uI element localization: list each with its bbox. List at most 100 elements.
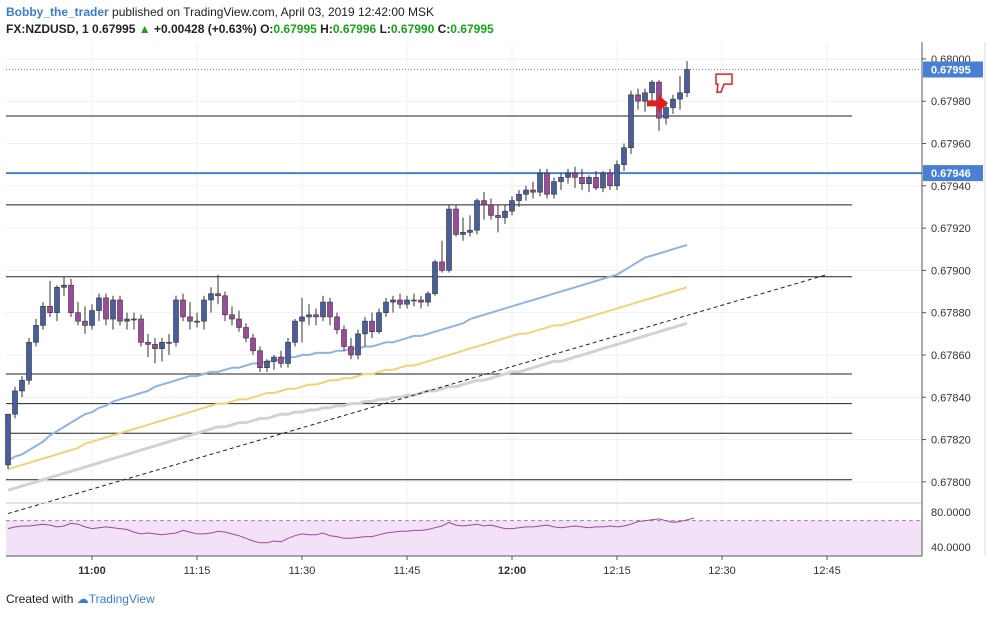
last-price-box xyxy=(923,61,983,78)
candle-body xyxy=(285,341,291,364)
candle-body xyxy=(628,94,634,149)
candle-body xyxy=(369,320,375,333)
candle-body xyxy=(292,320,298,343)
symbol-label: FX:NZDUSD, 1 xyxy=(6,22,89,36)
candle-body xyxy=(418,299,424,303)
candle-body xyxy=(194,320,200,323)
candle-body xyxy=(173,299,179,343)
low-value: 0.67990 xyxy=(390,22,435,36)
candle-body xyxy=(439,261,445,271)
candle-body xyxy=(40,306,46,326)
horizontal-levels xyxy=(6,68,922,481)
candle-body xyxy=(320,301,326,318)
rsi-tick-label: 80.0000 xyxy=(931,507,971,519)
candle-body xyxy=(124,318,130,322)
candle-body xyxy=(509,200,515,212)
ma-line-3 xyxy=(7,321,688,492)
candle-body xyxy=(5,413,11,466)
low-label: L: xyxy=(379,22,391,36)
support-price-label: 0.67946 xyxy=(931,168,971,180)
footer: Created with ☁TradingView xyxy=(6,592,155,606)
candle-body xyxy=(502,210,508,218)
x-tick-label: 12:45 xyxy=(813,565,841,577)
candle-body xyxy=(236,318,242,328)
candle-body xyxy=(68,284,74,313)
candle-body xyxy=(299,316,305,322)
candle-body xyxy=(138,318,144,343)
candle-body xyxy=(621,147,627,165)
candle-body xyxy=(341,329,347,347)
y-tick-label: 0.67920 xyxy=(931,223,971,235)
candle-body xyxy=(334,316,340,330)
candle-body xyxy=(684,69,690,94)
candle-body xyxy=(12,390,18,415)
y-tick-label: 0.67800 xyxy=(931,477,971,489)
candle-body xyxy=(75,312,81,322)
candle-body xyxy=(677,92,683,100)
thumbs-down-icon xyxy=(715,73,733,93)
tradingview-logo-icon: ☁ xyxy=(76,592,89,606)
price-change: +0.00428 (+0.63%) xyxy=(153,22,257,36)
annotations xyxy=(647,73,733,113)
candle-body xyxy=(306,314,312,318)
candle-body xyxy=(495,215,501,218)
candle-body xyxy=(362,320,368,335)
last-price-label: 0.67995 xyxy=(931,64,971,76)
candle-body xyxy=(103,297,109,320)
candle-body xyxy=(313,314,319,318)
y-tick-label: 0.67840 xyxy=(931,392,971,404)
candle-body xyxy=(250,337,256,352)
x-tick-label: 12:15 xyxy=(603,565,631,577)
candle-body xyxy=(383,301,389,313)
candle-body xyxy=(117,299,123,322)
candle-body xyxy=(544,172,550,195)
candle-body xyxy=(355,333,361,356)
y-tick-label: 0.67960 xyxy=(931,139,971,151)
rsi-tick-label: 40.0000 xyxy=(931,542,971,554)
candle-body xyxy=(460,232,466,235)
close-value: 0.67995 xyxy=(450,22,494,36)
x-tick-label: 11:15 xyxy=(184,565,211,577)
candle-body xyxy=(663,107,669,119)
axes: 0.680000.679800.679600.679400.679200.679… xyxy=(6,42,986,577)
chart-header: Bobby_the_trader published on TradingVie… xyxy=(6,4,494,38)
support-price-box xyxy=(923,165,983,182)
candle-body xyxy=(348,346,354,356)
published-text: published on TradingView.com, April 03, … xyxy=(108,5,435,19)
candle-body xyxy=(257,350,263,368)
candle-body xyxy=(565,172,571,178)
y-tick-label: 0.67980 xyxy=(931,96,971,108)
rsi-line xyxy=(7,517,695,544)
candle-body xyxy=(390,299,396,303)
candle-body xyxy=(82,320,88,326)
candle-body xyxy=(89,310,95,326)
candle-body xyxy=(215,293,221,297)
rsi-pane xyxy=(6,502,922,557)
candle-body xyxy=(523,189,529,195)
tradingview-brand[interactable]: TradingView xyxy=(88,592,155,606)
close-label: C: xyxy=(437,22,451,36)
high-value: 0.67996 xyxy=(332,22,377,36)
candle-body xyxy=(152,344,158,349)
candle-body xyxy=(376,312,382,333)
candle-body xyxy=(243,327,249,339)
candle-body xyxy=(474,200,480,231)
candle-body xyxy=(425,293,431,303)
trendline xyxy=(7,274,828,515)
x-tick-label: 11:00 xyxy=(78,565,106,577)
candle-body xyxy=(19,380,25,392)
candle-body xyxy=(397,299,403,305)
candle-body xyxy=(516,193,522,201)
author-name[interactable]: Bobby_the_trader xyxy=(6,5,109,19)
candle-body xyxy=(453,208,459,235)
last-price: 0.67995 xyxy=(92,22,136,36)
candle-body xyxy=(61,284,67,288)
candle-body xyxy=(208,293,214,301)
candle-body xyxy=(229,314,235,320)
candle-body xyxy=(187,316,193,322)
candle-body xyxy=(649,81,655,94)
candle-body xyxy=(579,177,585,184)
candle-body xyxy=(47,306,53,313)
candle-body xyxy=(558,177,564,182)
